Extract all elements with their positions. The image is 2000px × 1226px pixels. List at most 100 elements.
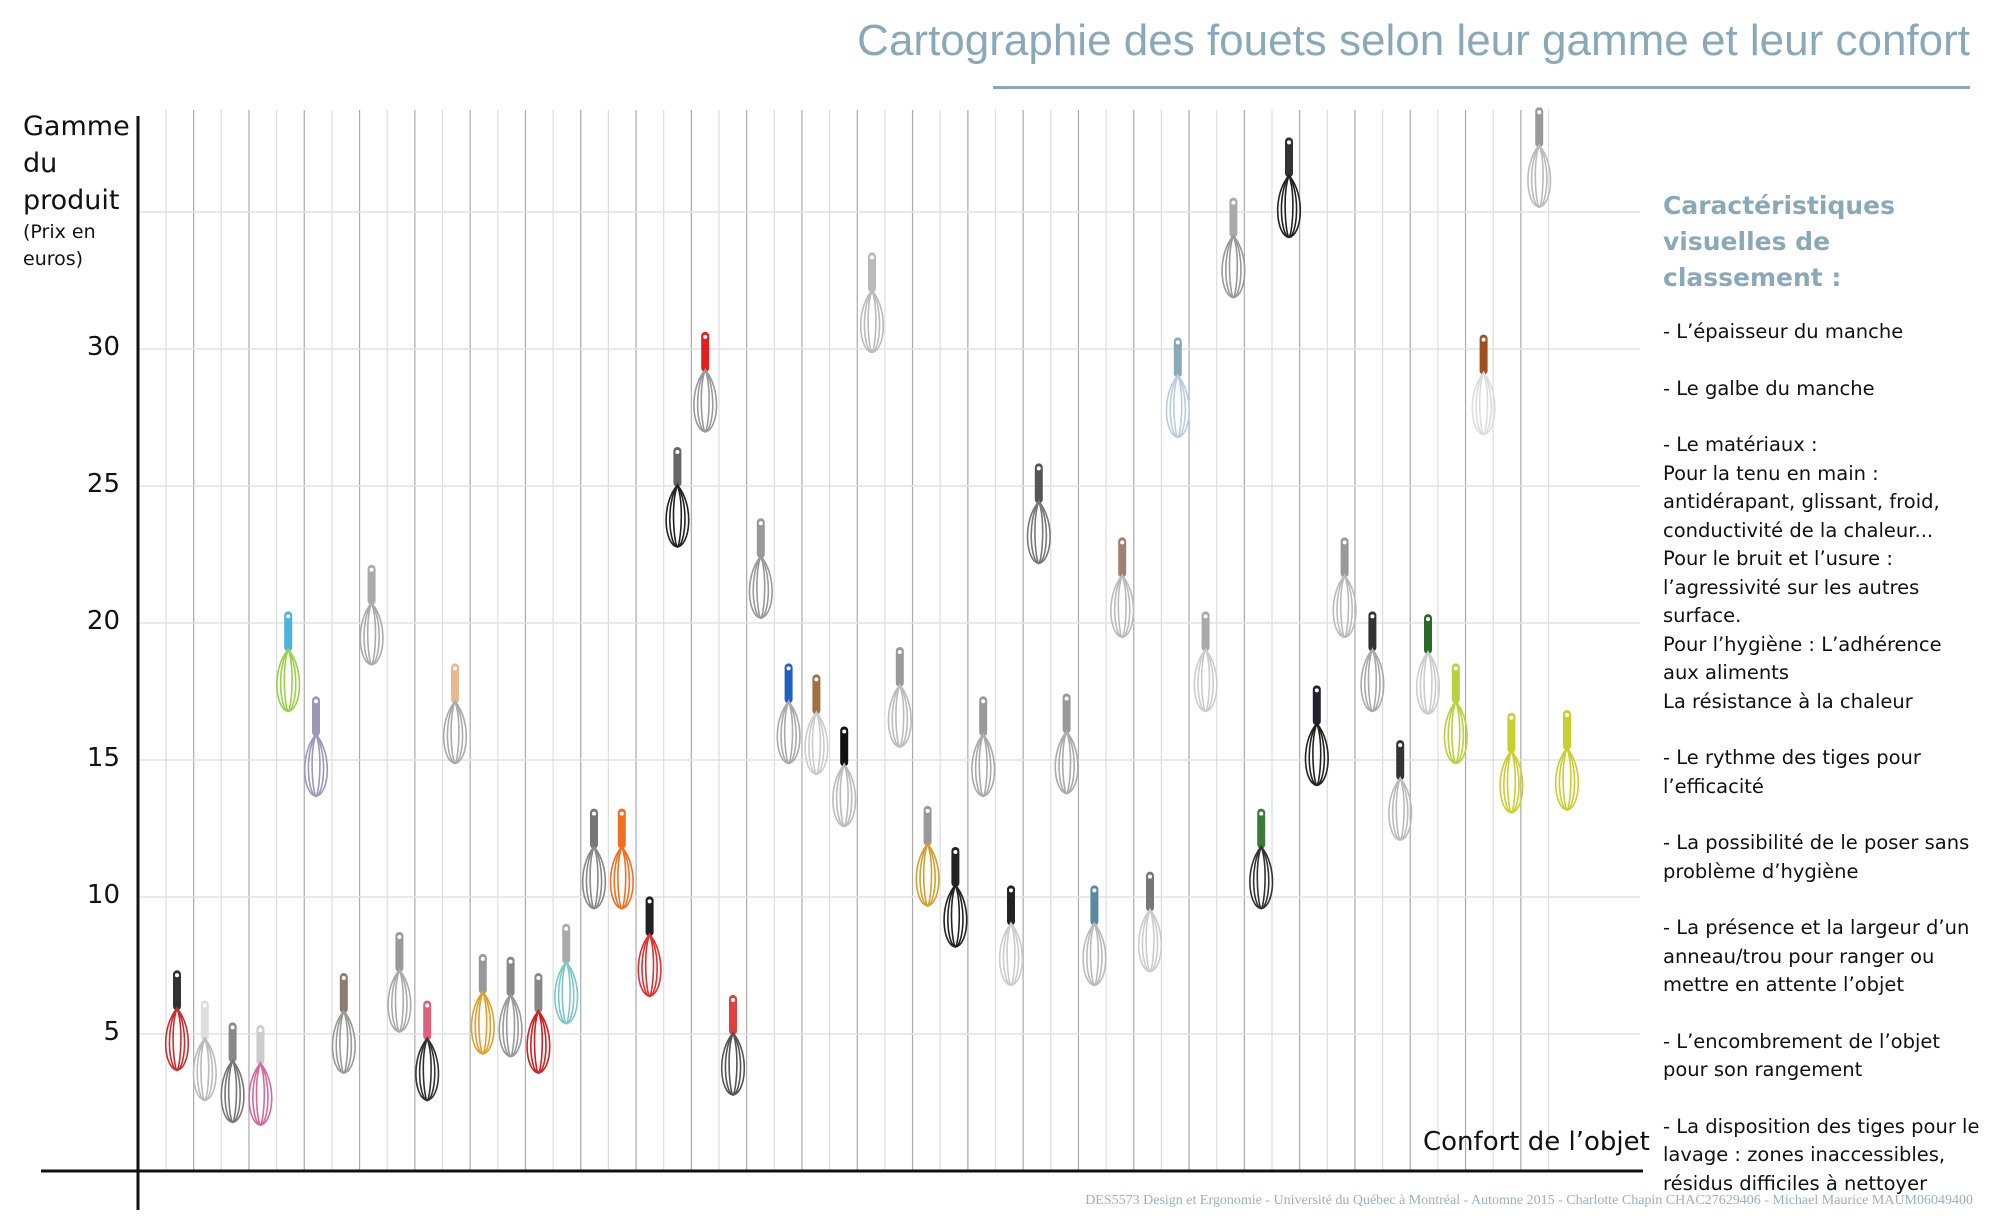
whisk-hang-hole (1064, 696, 1069, 701)
whisk-hang-hole (842, 729, 847, 734)
whisk-handle (1340, 537, 1349, 578)
whisk-hang-hole (1398, 743, 1403, 748)
whisk-wire (589, 844, 599, 910)
whisk-wire (783, 698, 794, 765)
whisk-marker (665, 446, 690, 548)
whisk-hang-hole (175, 973, 179, 978)
whisk-marker (1471, 334, 1496, 436)
whisk-marker (1499, 712, 1524, 814)
whisk-hang-hole (981, 699, 986, 704)
whisk-handle (451, 663, 459, 704)
whisk-marker (804, 674, 829, 776)
whisk-handle (1007, 885, 1015, 926)
y-axis-label: Gamme du produit (Prix en euros) (23, 108, 133, 273)
y-tick-label: 15 (86, 743, 120, 773)
whisk-handle (562, 923, 571, 964)
criteria-item: - La possibilité de le poser sans problè… (1663, 831, 1970, 883)
y-tick-label: 5 (103, 1017, 120, 1047)
whisk-marker (248, 1025, 273, 1127)
whisk-marker (1304, 685, 1329, 787)
whisk-hang-hole (758, 521, 763, 526)
whisk-hang-hole (1231, 200, 1236, 205)
whisk-hang-hole (1009, 888, 1013, 893)
whisk-handle (729, 994, 737, 1035)
whisk-marker (331, 973, 356, 1075)
whisk-wire (617, 844, 627, 910)
whisk-marker (554, 923, 579, 1025)
whisk-wire (1089, 920, 1100, 987)
whisk-marker (303, 696, 329, 798)
whisk-wire (1339, 572, 1350, 639)
whisk-wire (394, 967, 405, 1033)
whisk-hang-hole (925, 808, 930, 813)
whisk-marker (998, 885, 1024, 987)
whisk-handle (1424, 614, 1432, 655)
whisk-hang-hole (731, 997, 735, 1002)
whisk-handle (979, 696, 988, 737)
whisk-hang-hole (1342, 540, 1347, 545)
criteria-item: - L’encombrement de l’objet pour son ran… (1663, 1029, 1941, 1082)
whisk-marker (192, 1000, 217, 1102)
whisk-marker (1443, 663, 1468, 765)
whisk-handle (701, 331, 710, 372)
whisk-wire (1145, 907, 1155, 973)
whisk-handle (1451, 663, 1460, 704)
whisk-handle (1396, 740, 1405, 781)
whisk-handle (312, 696, 320, 737)
whisk-hang-hole (1453, 666, 1458, 671)
whisk-handle (645, 896, 654, 937)
whisk-handle (840, 726, 849, 767)
whisk-handle (1535, 107, 1544, 148)
whisk-hang-hole (397, 934, 402, 939)
whisk-wire (756, 553, 766, 620)
whisk-handle (1563, 710, 1571, 750)
whisk-marker (1249, 808, 1274, 910)
whisk-wire (1534, 142, 1544, 209)
whisk-wire (1506, 748, 1517, 814)
criteria-item: - Le rythme des tiges pour l’efficacité (1663, 746, 1921, 798)
criteria-item: - La présence et la largeur d’un anneau/… (1663, 916, 1970, 996)
whisk-handle (200, 1000, 209, 1041)
whisk-wire (1423, 649, 1433, 716)
whisk-wire (561, 959, 571, 1025)
whisk-handle (784, 663, 793, 704)
whisk-wire (1284, 172, 1294, 239)
whisk-hang-hole (675, 449, 680, 454)
whisk-wire (478, 989, 488, 1055)
whisk-wire (811, 709, 822, 776)
whisk-marker (1276, 137, 1302, 239)
whisk-handle (228, 1022, 237, 1063)
whisk-marker (1137, 871, 1163, 973)
y-axis-title: Gamme du produit (23, 111, 130, 216)
whisk-hang-hole (1481, 337, 1486, 342)
whisk-handle (1201, 611, 1210, 652)
whisk-wire (311, 731, 321, 798)
whisk-wire (867, 287, 877, 354)
whisk-marker (1082, 885, 1107, 987)
page-title: Cartographie des fouets selon leur gamme… (857, 16, 1970, 65)
whisk-marker (1221, 197, 1246, 299)
whisk-hang-hole (1120, 540, 1125, 545)
whisk-wire (283, 646, 293, 713)
whisk-wire (1367, 646, 1378, 713)
whisk-hang-hole (202, 1003, 207, 1008)
criteria-item: - L’épaisseur du manche (1663, 320, 1904, 343)
whisk-marker (442, 663, 468, 765)
whisk-handle (1146, 871, 1154, 912)
whisk-marker (581, 808, 607, 910)
whisk-marker (915, 805, 940, 907)
whisk-marker (526, 973, 551, 1075)
whisk-hang-hole (619, 811, 624, 816)
y-tick-label: 25 (86, 469, 120, 499)
whisk-wire (1312, 720, 1322, 787)
whisk-hang-hole (425, 1003, 430, 1008)
whisk-handle (256, 1025, 265, 1066)
whisk-marker (887, 646, 912, 748)
whisk-handle (951, 847, 960, 887)
whisk-hang-hole (1314, 688, 1319, 693)
whisk-marker (859, 252, 885, 354)
whisk-marker (1360, 611, 1385, 713)
whisk-hang-hole (286, 614, 291, 619)
whisk-wire (978, 731, 988, 798)
whisk-marker (220, 1022, 245, 1124)
